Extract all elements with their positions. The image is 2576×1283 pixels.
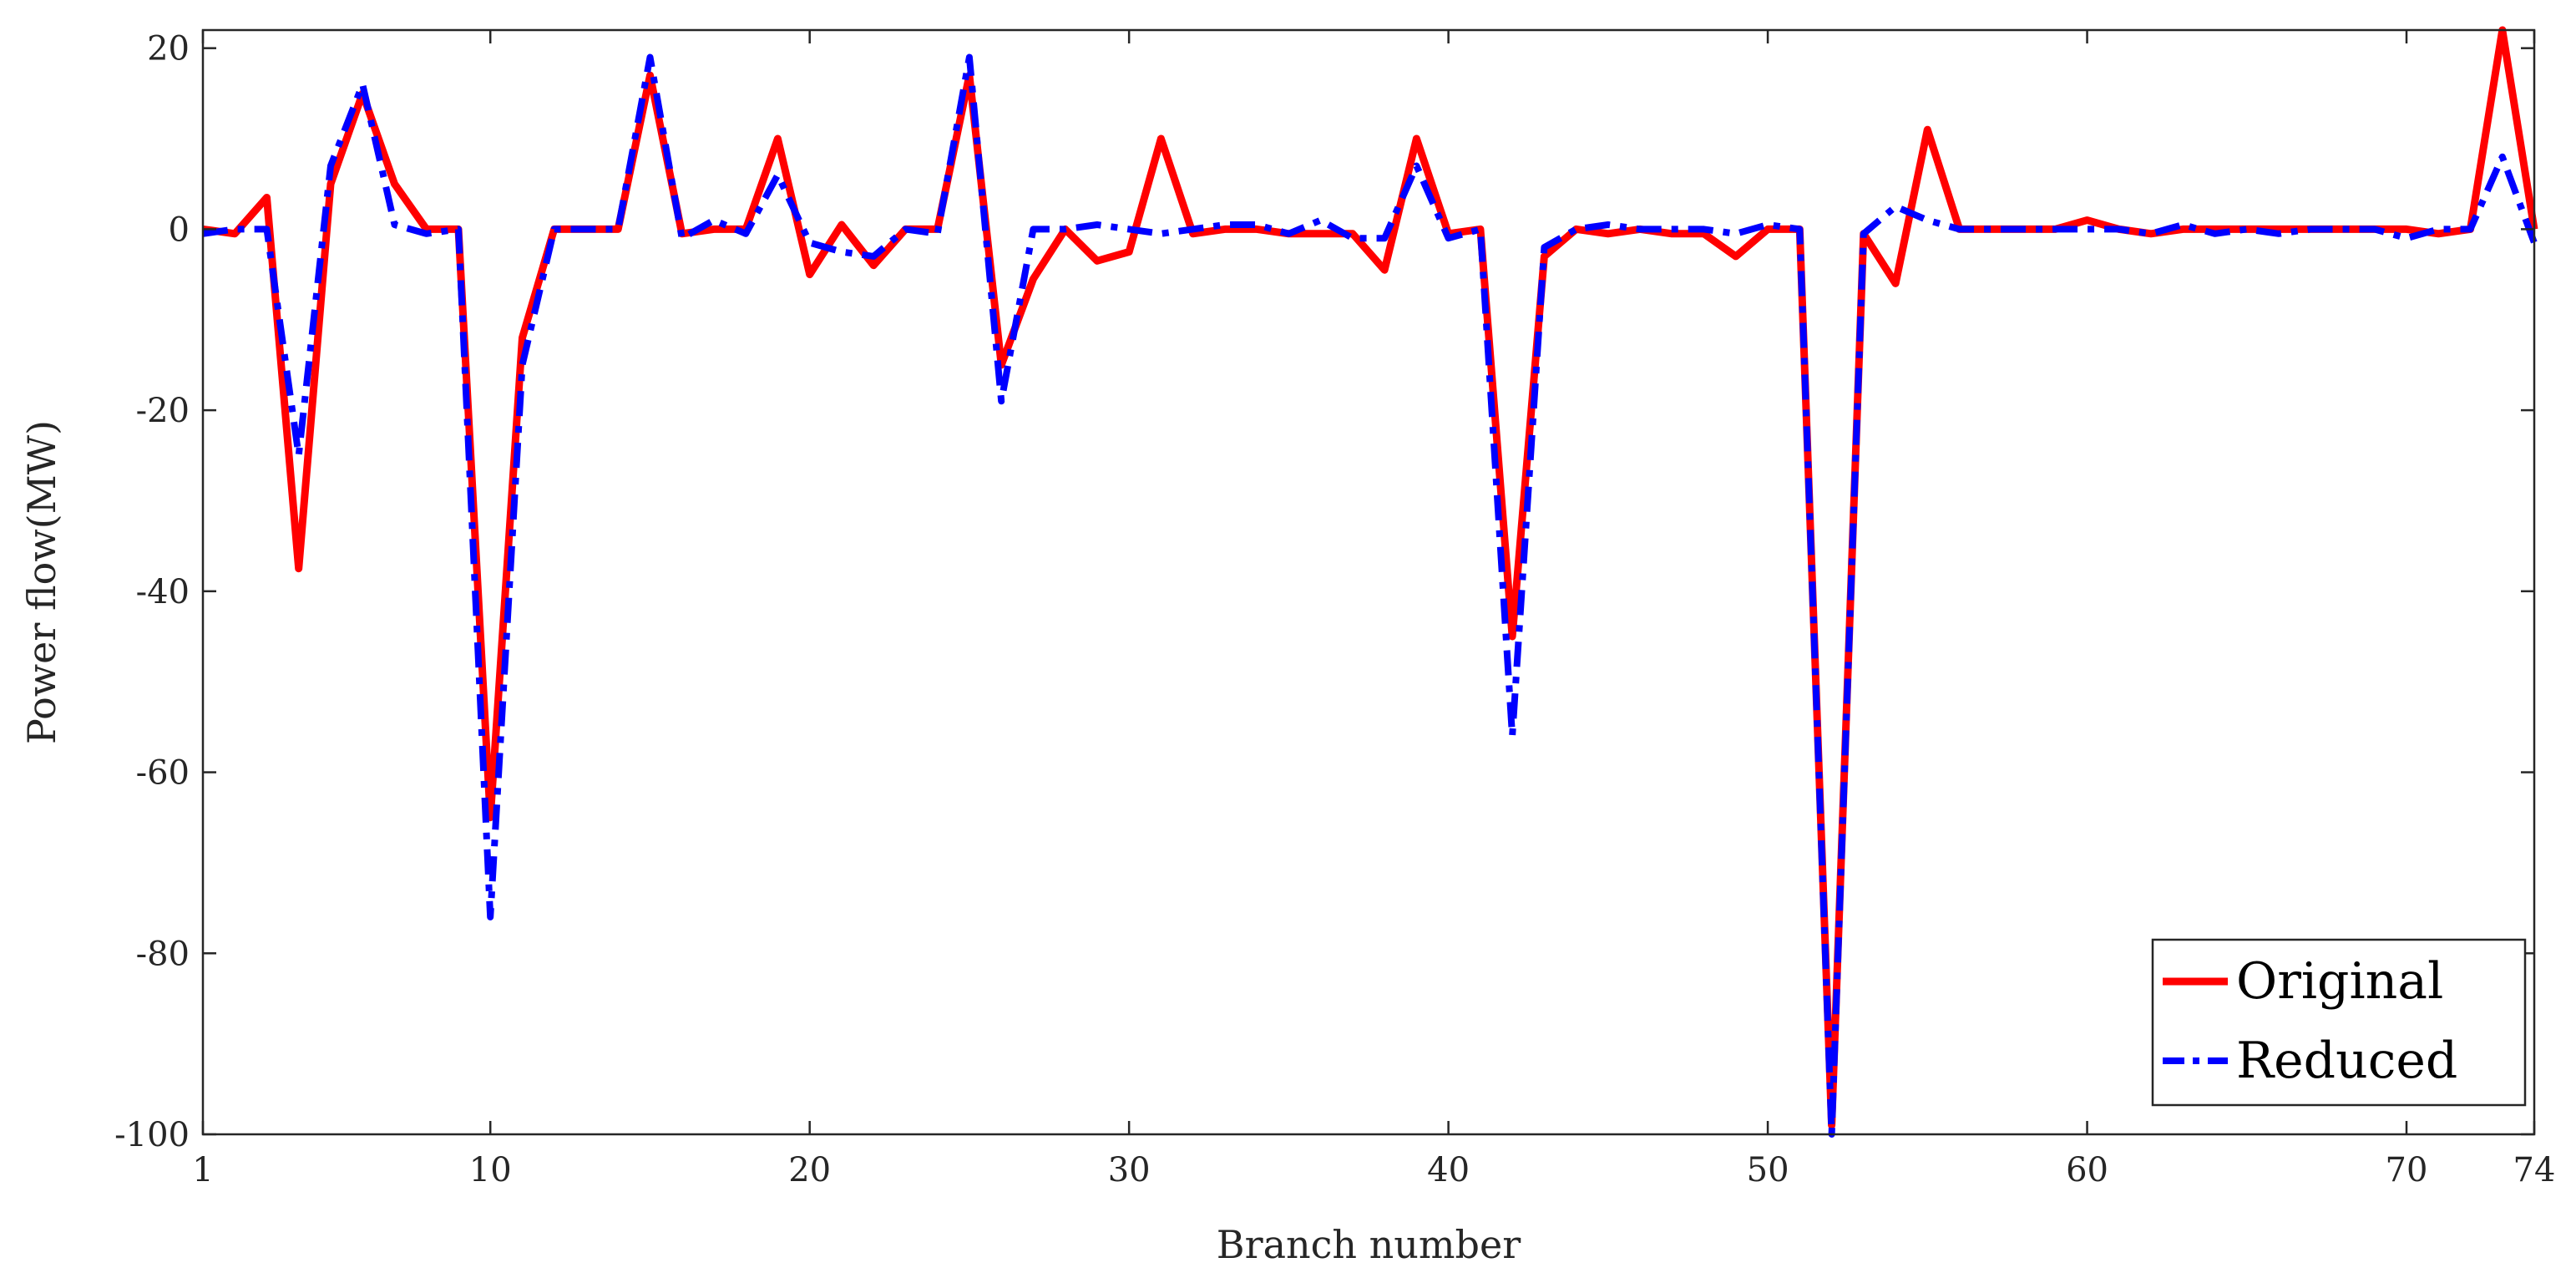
axes-layer: 1 10 20 30 40 50 60 70 74 -100 -80 -60 -40 -20 0 20 Bran… [19,28,2556,1267]
y-tick-label: -20 [136,392,190,430]
x-tick-label: 74 [2513,1151,2556,1189]
x-tick-label: 60 [2066,1151,2108,1189]
y-tick-label: 20 [147,30,190,68]
x-tick-label: 1 [192,1151,213,1189]
x-tick-label: 30 [1108,1151,1151,1189]
axes-box [201,28,2536,1136]
x-tick-label: 70 [2386,1151,2428,1189]
plot-area [203,30,2534,1134]
x-tick-label: 50 [1747,1151,1789,1189]
series-line-reduced [202,53,2538,1138]
legend-box [2151,938,2527,1107]
y-tick-label: -60 [136,754,190,793]
x-tick-label: 40 [1427,1151,1470,1189]
y-tick-label: -100 [114,1116,190,1154]
series-layer [202,26,2538,1138]
x-tick-label: 10 [469,1151,512,1189]
legend: Original Reduced [2151,938,2527,1107]
x-axis-label: Branch number [1217,1222,1521,1267]
y-tick-label: 0 [169,210,190,249]
x-tick-label: 20 [788,1151,831,1189]
legend-label-original: Original [2236,952,2443,1011]
plot-background [203,30,2534,1134]
legend-label-reduced: Reduced [2236,1032,2457,1090]
y-tick-label: -40 [136,573,190,611]
y-tick-label: -80 [136,935,190,973]
y-axis-label: Power flow(MW) [19,420,64,744]
